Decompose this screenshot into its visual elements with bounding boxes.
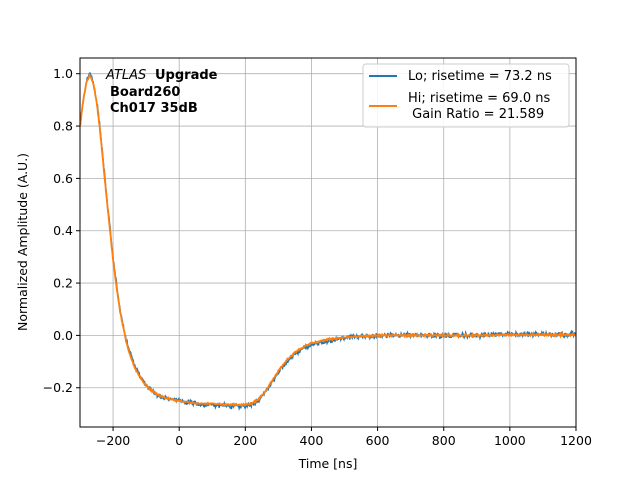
series-line-hi [80, 72, 576, 408]
legend-box [362, 63, 570, 128]
legend-entry-lo: Lo; risetime = 73.2 ns [408, 69, 552, 84]
y-tick-label: 0.0 [53, 328, 73, 343]
y-axis: −0.2 0.0 0.2 0.4 0.6 0.8 1.0 [43, 66, 80, 395]
x-axis: −200 0 200 400 600 800 1000 1200 [96, 427, 592, 448]
channel-label: Ch017 35dB [110, 101, 198, 116]
board-label: Board260 [110, 85, 180, 100]
axes-frame [79, 57, 577, 428]
y-tick-label: 0.6 [53, 171, 73, 186]
x-tick-label: 1000 [494, 433, 526, 448]
x-tick-label: 200 [233, 433, 257, 448]
y-tick-label: −0.2 [43, 380, 73, 395]
plot-area [80, 72, 576, 412]
annotation: ATLAS Upgrade Board260 Ch017 35dB [105, 68, 218, 116]
legend-entry-hi: Hi; risetime = 69.0 ns Gain Ratio = 21.5… [408, 91, 550, 122]
y-tick-label: 0.4 [53, 223, 73, 238]
y-tick-label: 0.2 [53, 276, 73, 291]
upgrade-label: Upgrade [155, 68, 218, 83]
x-tick-label: −200 [96, 433, 130, 448]
y-axis-label: Normalized Amplitude (A.U.) [15, 153, 30, 331]
x-tick-label: 600 [366, 433, 390, 448]
atlas-label: ATLAS [105, 68, 146, 83]
y-tick-label: 1.0 [53, 66, 73, 81]
legend: Lo; risetime = 73.2 ns Hi; risetime = 69… [362, 63, 570, 128]
x-axis-label: Time [ns] [298, 456, 358, 471]
y-tick-label: 0.8 [53, 119, 73, 134]
x-tick-label: 0 [175, 433, 183, 448]
x-tick-label: 800 [432, 433, 456, 448]
x-tick-label: 400 [300, 433, 324, 448]
x-tick-label: 1200 [560, 433, 592, 448]
